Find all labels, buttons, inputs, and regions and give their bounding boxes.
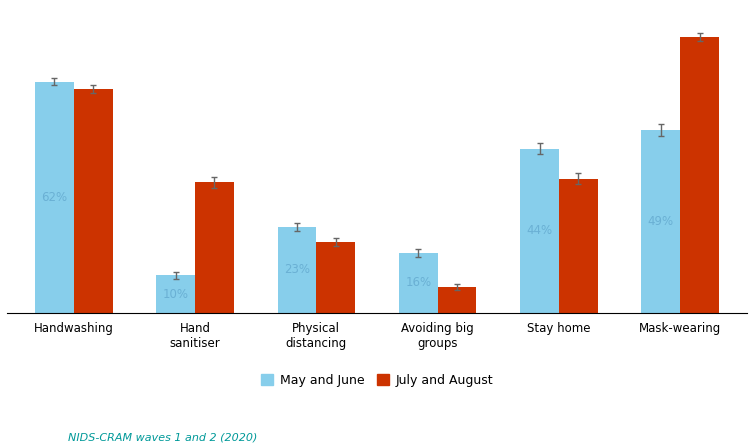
Bar — [642, 130, 680, 313]
Bar — [559, 178, 598, 313]
Legend: May and June, July and August: May and June, July and August — [256, 369, 498, 392]
Bar — [74, 89, 112, 313]
Text: 74%: 74% — [687, 168, 713, 181]
Text: 23%: 23% — [284, 263, 310, 276]
Text: 36%: 36% — [566, 239, 591, 252]
Text: 16%: 16% — [405, 276, 431, 289]
Bar — [277, 227, 317, 313]
Text: 10%: 10% — [163, 287, 188, 301]
Bar — [317, 242, 355, 313]
Text: NIDS-CRAM waves 1 and 2 (2020): NIDS-CRAM waves 1 and 2 (2020) — [68, 433, 257, 443]
Text: 35%: 35% — [201, 241, 228, 254]
Text: 44%: 44% — [526, 224, 553, 237]
Bar — [156, 275, 195, 313]
Text: 19%: 19% — [323, 271, 349, 284]
Bar — [195, 182, 234, 313]
Bar — [520, 149, 559, 313]
Text: 60%: 60% — [80, 194, 106, 207]
Bar — [680, 37, 719, 313]
Text: 62%: 62% — [41, 190, 67, 204]
Text: 7%: 7% — [448, 293, 467, 306]
Bar — [437, 287, 477, 313]
Bar — [35, 81, 74, 313]
Text: 49%: 49% — [648, 215, 674, 228]
Bar — [399, 253, 437, 313]
